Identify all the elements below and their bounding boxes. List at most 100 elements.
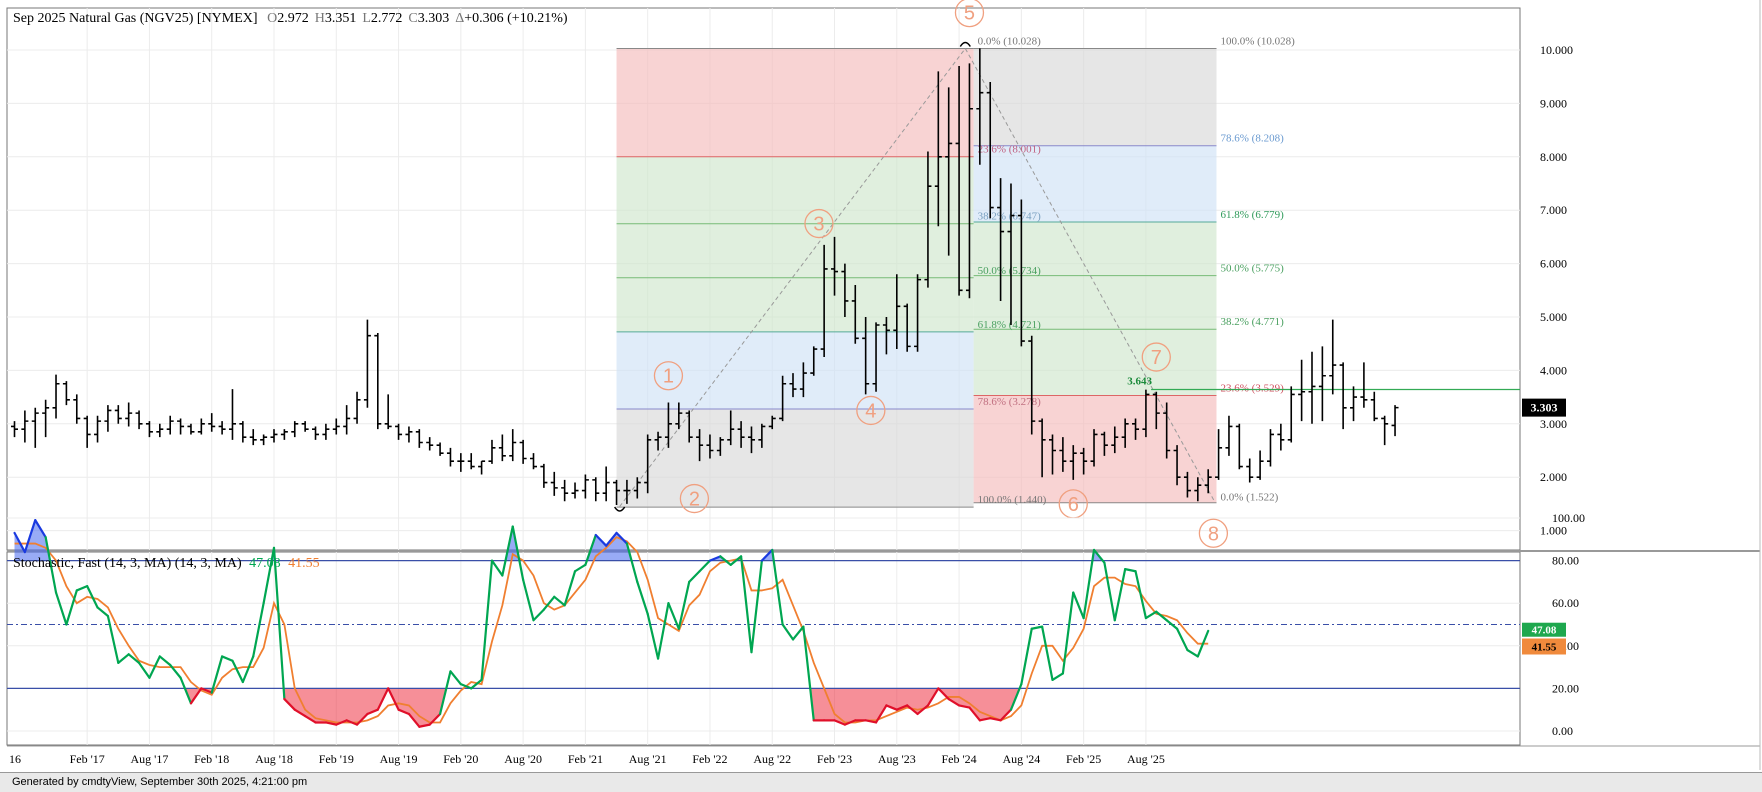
ohlc-bar[interactable] [1059, 437, 1067, 472]
ohlc-bar[interactable] [1298, 359, 1306, 422]
ohlc-bar[interactable] [613, 479, 621, 505]
ohlc-bar[interactable] [1360, 362, 1368, 408]
ohlc-bar[interactable] [633, 477, 641, 499]
ohlc-bar[interactable] [779, 375, 787, 422]
ohlc-bar[interactable] [623, 479, 631, 504]
ohlc-bar[interactable] [343, 405, 351, 435]
ohlc-bar[interactable] [197, 418, 205, 435]
ohlc-bar[interactable] [737, 421, 745, 448]
ohlc-bar[interactable] [363, 319, 371, 408]
ohlc-bar[interactable] [208, 413, 216, 432]
ohlc-bar[interactable] [426, 437, 434, 451]
ohlc-bar[interactable] [810, 346, 818, 376]
ohlc-bar[interactable] [498, 434, 506, 462]
ohlc-bar[interactable] [332, 418, 340, 435]
ohlc-bar[interactable] [1111, 426, 1119, 454]
ohlc-bar[interactable] [1069, 445, 1077, 480]
ohlc-bar[interactable] [758, 423, 766, 448]
ohlc-bar[interactable] [1308, 351, 1316, 424]
ohlc-bar[interactable] [509, 429, 517, 462]
ohlc-bar[interactable] [291, 421, 299, 438]
ohlc-bar[interactable] [280, 429, 288, 440]
ohlc-bar[interactable] [1391, 405, 1399, 437]
ohlc-bar[interactable] [1350, 386, 1358, 422]
ohlc-bar[interactable] [21, 410, 29, 443]
ohlc-bar[interactable] [446, 447, 454, 467]
ohlc-bar[interactable] [94, 415, 102, 443]
ohlc-bar[interactable] [1163, 402, 1171, 459]
ohlc-bar[interactable] [1007, 183, 1015, 326]
ohlc-bar[interactable] [187, 423, 195, 435]
ohlc-bar[interactable] [1080, 447, 1088, 475]
ohlc-bar[interactable] [1266, 429, 1274, 467]
ohlc-bar[interactable] [1038, 418, 1046, 478]
ohlc-bar[interactable] [1090, 429, 1098, 467]
ohlc-bar[interactable] [114, 405, 122, 424]
ohlc-bar[interactable] [42, 399, 50, 438]
ohlc-bar[interactable] [1225, 415, 1233, 456]
ohlc-bar[interactable] [1287, 386, 1295, 443]
ohlc-bar[interactable] [1381, 415, 1389, 446]
ohlc-bar[interactable] [52, 374, 60, 419]
ohlc-bar[interactable] [820, 244, 828, 358]
ohlc-bar[interactable] [249, 429, 257, 446]
ohlc-bar[interactable] [1017, 199, 1025, 347]
ohlc-bar[interactable] [561, 479, 569, 502]
ohlc-bar[interactable] [540, 463, 548, 488]
ohlc-bar[interactable] [831, 236, 839, 296]
ohlc-bar[interactable] [1339, 362, 1347, 430]
ohlc-bar[interactable] [685, 410, 693, 443]
ohlc-bar[interactable] [976, 48, 984, 165]
ohlc-bar[interactable] [768, 415, 776, 430]
ohlc-bar[interactable] [239, 421, 247, 443]
ohlc-bar[interactable] [156, 423, 164, 438]
ohlc-bar[interactable] [395, 423, 403, 440]
ohlc-bar[interactable] [177, 418, 185, 435]
ohlc-bar[interactable] [1204, 469, 1212, 494]
ohlc-bar[interactable] [530, 453, 537, 470]
ohlc-bar[interactable] [789, 373, 797, 398]
ohlc-bar[interactable] [664, 402, 672, 448]
ohlc-bar[interactable] [965, 63, 973, 299]
ohlc-bar[interactable] [1152, 391, 1160, 430]
ohlc-bar[interactable] [1132, 418, 1140, 440]
ohlc-bar[interactable] [696, 429, 704, 462]
ohlc-bar[interactable] [675, 402, 683, 430]
ohlc-bar[interactable] [218, 421, 226, 435]
ohlc-bar[interactable] [1329, 319, 1337, 395]
ohlc-bar[interactable] [467, 453, 475, 470]
ohlc-bar[interactable] [841, 263, 849, 317]
ohlc-bar[interactable] [478, 460, 486, 475]
ohlc-bar[interactable] [31, 407, 39, 448]
ohlc-bar[interactable] [436, 442, 444, 456]
ohlc-bar[interactable] [716, 437, 724, 456]
ohlc-bar[interactable] [270, 429, 278, 443]
ohlc-bar[interactable] [83, 415, 91, 448]
ohlc-bar[interactable] [581, 474, 589, 499]
ohlc-bar[interactable] [415, 429, 423, 448]
ohlc-bar[interactable] [799, 362, 807, 398]
ohlc-bar[interactable] [488, 439, 496, 464]
ohlc-bar[interactable] [519, 439, 527, 464]
ohlc-bar[interactable] [1173, 445, 1181, 486]
ohlc-bar[interactable] [1028, 335, 1036, 435]
ohlc-bar[interactable] [997, 178, 1005, 301]
ohlc-bar[interactable] [104, 405, 112, 432]
ohlc-bar[interactable] [862, 317, 870, 395]
ohlc-bar[interactable] [872, 322, 880, 392]
ohlc-bar[interactable] [592, 477, 600, 502]
ohlc-bar[interactable] [654, 431, 662, 451]
ohlc-bar[interactable] [747, 426, 755, 454]
ohlc-bar[interactable] [644, 434, 652, 494]
ohlc-bar[interactable] [228, 389, 236, 440]
ohlc-bar[interactable] [934, 71, 942, 227]
ohlc-bar[interactable] [893, 274, 901, 350]
ohlc-bar[interactable] [706, 434, 714, 459]
ohlc-bar[interactable] [882, 317, 890, 355]
ohlc-bar[interactable] [1318, 346, 1326, 422]
ohlc-bar[interactable] [1277, 423, 1285, 451]
ohlc-bar[interactable] [1049, 434, 1056, 475]
ohlc-bar[interactable] [571, 482, 579, 499]
ohlc-bar[interactable] [353, 391, 361, 424]
